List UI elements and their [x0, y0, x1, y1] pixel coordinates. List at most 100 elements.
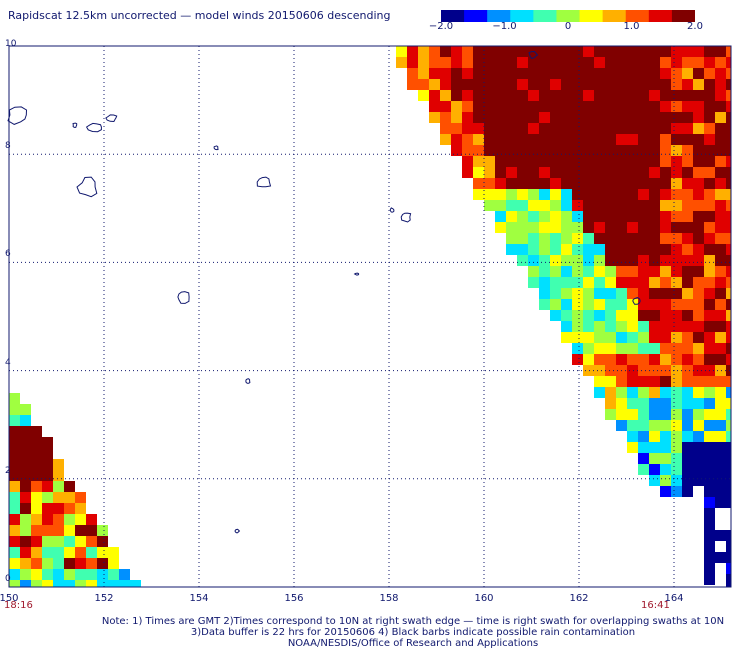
wind-cell: [693, 112, 704, 123]
wind-cell: [627, 68, 638, 79]
wind-cell: [671, 233, 682, 244]
colorbar-tick-label: 2.0: [687, 21, 703, 32]
wind-cell: [693, 178, 704, 189]
wind-cell: [605, 145, 616, 156]
wind-cell: [693, 211, 704, 222]
wind-cell: [440, 112, 451, 123]
wind-cell: [605, 178, 616, 189]
wind-cell: [649, 200, 660, 211]
wind-cell: [704, 167, 715, 178]
wind-cell: [42, 580, 53, 587]
wind-cell: [660, 46, 671, 57]
wind-cell: [726, 398, 731, 409]
wind-cell: [715, 112, 726, 123]
wind-cell: [594, 123, 605, 134]
wind-cell: [638, 112, 649, 123]
wind-cell: [649, 288, 660, 299]
wind-cell: [726, 563, 731, 574]
wind-cell: [726, 244, 731, 255]
wind-cell: [86, 514, 97, 525]
wind-cell: [649, 222, 660, 233]
wind-cell: [484, 90, 495, 101]
wind-cell: [594, 112, 605, 123]
wind-cell: [572, 211, 583, 222]
wind-cell: [539, 178, 550, 189]
wind-cell: [484, 46, 495, 57]
wind-cell: [715, 57, 726, 68]
wind-cell: [627, 101, 638, 112]
wind-cell: [627, 420, 638, 431]
wind-cell: [616, 266, 627, 277]
wind-cell: [704, 68, 715, 79]
wind-cell: [704, 574, 715, 585]
colorbar-segment: [487, 10, 511, 22]
wind-cell: [594, 156, 605, 167]
longitude-tick-label: 156: [284, 593, 304, 604]
wind-cell: [649, 123, 660, 134]
wind-cell: [704, 321, 715, 332]
wind-cell: [86, 547, 97, 558]
wind-cell: [550, 68, 561, 79]
wind-cell: [594, 68, 605, 79]
wind-cell: [726, 178, 731, 189]
wind-cell: [9, 415, 20, 426]
wind-cell: [20, 470, 31, 481]
wind-cell: [572, 167, 583, 178]
wind-cell: [517, 178, 528, 189]
wind-cell: [682, 475, 693, 486]
wind-cell: [9, 547, 20, 558]
wind-cell: [704, 255, 715, 266]
wind-cell: [473, 167, 484, 178]
wind-cell: [660, 134, 671, 145]
wind-cell: [649, 420, 660, 431]
wind-cell: [594, 299, 605, 310]
wind-cell: [583, 134, 594, 145]
wind-cell: [594, 354, 605, 365]
wind-cell: [704, 222, 715, 233]
wind-cell: [693, 398, 704, 409]
wind-cell: [605, 123, 616, 134]
wind-cell: [605, 288, 616, 299]
wind-cell: [682, 200, 693, 211]
wind-cell: [627, 222, 638, 233]
wind-cell: [660, 310, 671, 321]
wind-cell: [506, 189, 517, 200]
left-swath-time: 18:16: [4, 600, 33, 611]
wind-cell: [440, 46, 451, 57]
wind-cell: [407, 79, 418, 90]
wind-cell: [693, 376, 704, 387]
wind-cell: [715, 310, 726, 321]
wind-cell: [638, 156, 649, 167]
wind-cell: [539, 189, 550, 200]
wind-cell: [583, 68, 594, 79]
wind-cell: [583, 189, 594, 200]
wind-cell: [583, 277, 594, 288]
wind-cell: [495, 123, 506, 134]
wind-cell: [506, 244, 517, 255]
wind-cell: [440, 90, 451, 101]
wind-cell: [583, 101, 594, 112]
wind-cell: [561, 101, 572, 112]
wind-cell: [638, 189, 649, 200]
wind-cell: [693, 266, 704, 277]
wind-cell: [495, 189, 506, 200]
wind-cell: [726, 464, 731, 475]
wind-cell: [572, 233, 583, 244]
colorbar-tick-label: 1.0: [623, 21, 640, 32]
wind-cell: [506, 101, 517, 112]
wind-cell: [693, 343, 704, 354]
wind-cell: [638, 299, 649, 310]
wind-cell: [97, 558, 108, 569]
wind-cell: [550, 299, 561, 310]
wind-cell: [726, 79, 731, 90]
wind-cell: [726, 255, 731, 266]
colorbar-segment: [533, 10, 557, 22]
wind-cell: [451, 145, 462, 156]
wind-cell: [682, 244, 693, 255]
longitude-tick-label: 158: [379, 593, 399, 604]
wind-cell: [671, 431, 682, 442]
wind-cell: [605, 222, 616, 233]
wind-cell: [9, 426, 20, 437]
wind-cell: [495, 134, 506, 145]
wind-cell: [605, 90, 616, 101]
